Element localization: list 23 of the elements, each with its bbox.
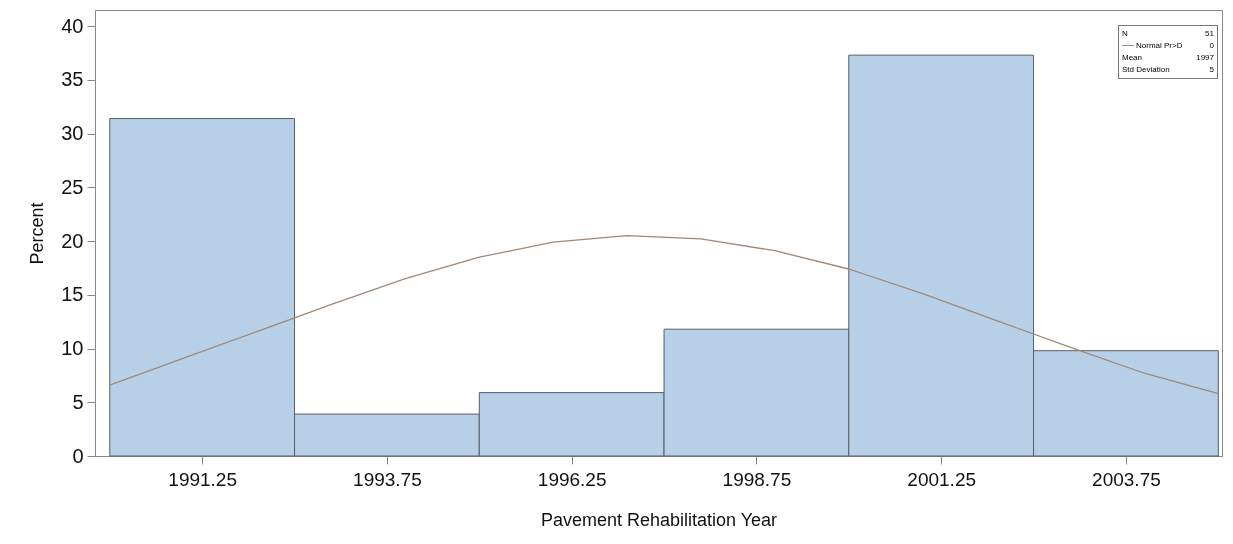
y-tick-label: 20 [61, 229, 84, 252]
y-tick-label: 35 [61, 68, 84, 91]
y-tick-label: 30 [61, 122, 84, 145]
y-tick-label: 0 [72, 444, 84, 467]
annotation: 0 [1209, 40, 1214, 52]
x-tick-label: 1996.25 [537, 468, 607, 490]
y-tick-label: 10 [61, 337, 84, 360]
y-tick-label: 40 [61, 14, 84, 37]
y-axis-title: Percent [27, 202, 48, 265]
x-tick-label: 1991.25 [168, 468, 237, 490]
y-tick-label: 5 [72, 390, 84, 413]
text: Mean 1997 [1122, 53, 1214, 62]
x-tick-label: 2001.25 [907, 468, 977, 490]
text: Std Deviation 5 [1122, 65, 1214, 74]
x-tick-label: 1998.75 [722, 468, 792, 490]
y-tick-label: 15 [61, 283, 84, 306]
y-tick-label: 25 [61, 175, 84, 198]
x-tick-label: 2003.75 [1092, 468, 1161, 490]
x-tick-label: 1993.75 [353, 468, 422, 490]
line-series [109, 235, 1219, 395]
x-axis-title: Pavement Rehabilitation Year [540, 509, 778, 530]
legend-label: Normal Pr>D [1135, 40, 1183, 52]
text: N 51 [1122, 29, 1214, 38]
